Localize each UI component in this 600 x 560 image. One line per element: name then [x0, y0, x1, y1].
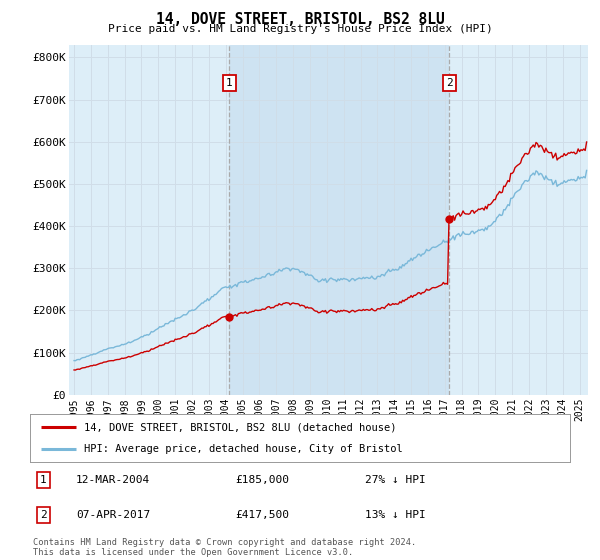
Text: 07-APR-2017: 07-APR-2017 — [76, 510, 150, 520]
Text: 13% ↓ HPI: 13% ↓ HPI — [365, 510, 425, 520]
Text: 14, DOVE STREET, BRISTOL, BS2 8LU (detached house): 14, DOVE STREET, BRISTOL, BS2 8LU (detac… — [84, 422, 397, 432]
Text: 2: 2 — [40, 510, 47, 520]
Text: 1: 1 — [226, 78, 232, 88]
Bar — [229, 45, 449, 395]
Text: £417,500: £417,500 — [235, 510, 289, 520]
Text: Contains HM Land Registry data © Crown copyright and database right 2024.
This d: Contains HM Land Registry data © Crown c… — [33, 538, 416, 557]
Text: HPI: Average price, detached house, City of Bristol: HPI: Average price, detached house, City… — [84, 444, 403, 454]
Text: 1: 1 — [40, 475, 47, 485]
Text: 27% ↓ HPI: 27% ↓ HPI — [365, 475, 425, 485]
Text: 14, DOVE STREET, BRISTOL, BS2 8LU: 14, DOVE STREET, BRISTOL, BS2 8LU — [155, 12, 445, 27]
Text: £185,000: £185,000 — [235, 475, 289, 485]
Text: 2: 2 — [446, 78, 452, 88]
Text: Price paid vs. HM Land Registry's House Price Index (HPI): Price paid vs. HM Land Registry's House … — [107, 24, 493, 34]
Text: 12-MAR-2004: 12-MAR-2004 — [76, 475, 150, 485]
